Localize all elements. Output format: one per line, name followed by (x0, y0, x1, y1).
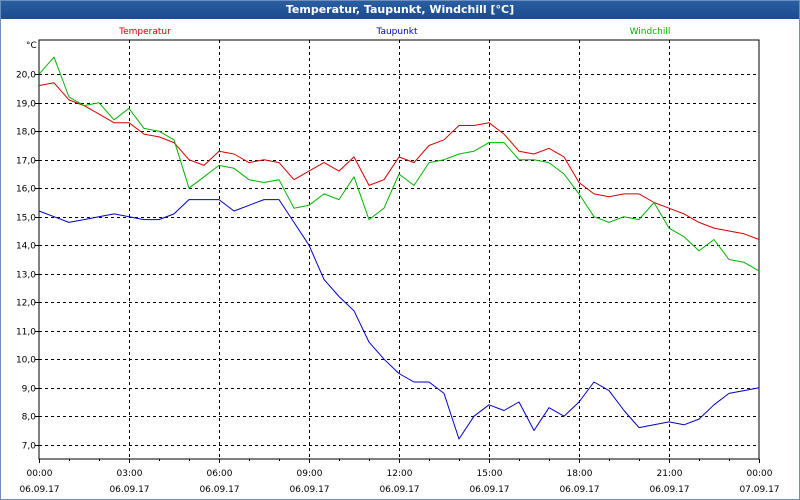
y-tick-label: 11,0 (16, 328, 36, 338)
x-tick-date-label: 06.09.17 (559, 485, 599, 495)
y-tick-label: 10,0 (16, 356, 36, 366)
x-tick-time-label: 09:00 (297, 469, 323, 479)
x-tick-date-label: 06.09.17 (469, 485, 509, 495)
y-tick-label: 13,0 (16, 271, 36, 281)
x-tick-time-label: 00:00 (747, 469, 773, 479)
series-windchill-line (38, 56, 760, 272)
y-tick-label: 16,0 (16, 185, 36, 195)
window-title: Temperatur, Taupunkt, Windchill [°C] (1, 1, 799, 19)
x-tick-date-label: 06.09.17 (379, 485, 419, 495)
x-tick-time-label: 18:00 (567, 469, 593, 479)
y-tick-label: 19,0 (16, 100, 36, 110)
y-tick-label: 20,0 (16, 71, 36, 81)
x-tick-time-label: 21:00 (657, 469, 683, 479)
y-tick-label: 14,0 (16, 242, 36, 252)
x-tick-time-label: 12:00 (387, 469, 413, 479)
series-taupunkt-line (38, 199, 760, 440)
x-tick-date-label: 06.09.17 (289, 485, 329, 495)
x-tick-time-label: 06:00 (207, 469, 233, 479)
x-tick-date-label: 06.09.17 (649, 485, 689, 495)
y-tick-label: 18,0 (16, 128, 36, 138)
y-tick-label: 8,0 (22, 413, 37, 423)
x-tick-date-label: 07.09.17 (739, 485, 779, 495)
x-tick-time-label: 15:00 (477, 469, 503, 479)
legend-temperatur: Temperatur (118, 27, 171, 37)
x-tick-time-label: 03:00 (117, 469, 143, 479)
y-tick-label: 17,0 (16, 157, 36, 167)
legend-taupunkt: Taupunkt (375, 27, 418, 37)
y-tick-label: 12,0 (16, 299, 36, 309)
x-tick-time-label: 00:00 (27, 469, 53, 479)
x-tick-date-label: 06.09.17 (109, 485, 149, 495)
x-tick-date-label: 06.09.17 (19, 485, 59, 495)
y-axis-unit-label: °C (26, 41, 37, 51)
legend-windchill: Windchill (630, 27, 671, 37)
y-tick-label: 15,0 (16, 214, 36, 224)
x-tick-date-label: 06.09.17 (199, 485, 239, 495)
series-temperatur-line (38, 82, 760, 240)
y-tick-label: 9,0 (22, 385, 37, 395)
y-tick-label: 7,0 (22, 442, 37, 452)
